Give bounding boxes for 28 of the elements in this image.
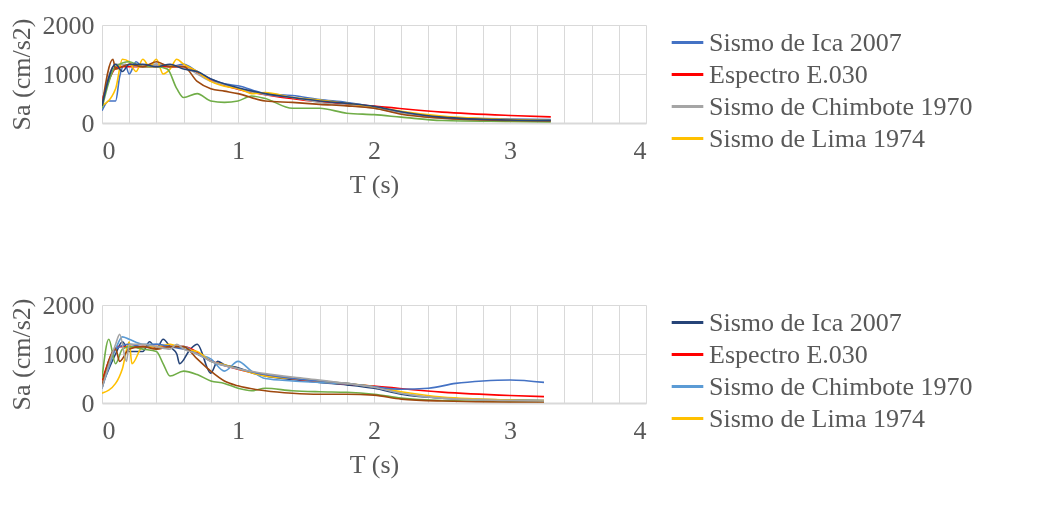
x-tick-label: 1 — [232, 135, 245, 165]
x-tick-label: 4 — [633, 415, 647, 445]
x-tick-label: 2 — [368, 415, 381, 445]
y-tick-label: 0 — [81, 108, 95, 138]
legend-label: Sismo de Chimbote 1970 — [709, 91, 973, 121]
y-axis-title: Sa (cm/s2) — [6, 298, 36, 411]
x-axis-title: T (s) — [349, 169, 400, 199]
x-tick-label: 3 — [504, 135, 517, 165]
x-tick-label: 1 — [232, 415, 245, 445]
y-tick-label: 1000 — [42, 339, 95, 369]
legend-label: Sismo de Ica 2007 — [709, 27, 902, 57]
x-tick-label: 3 — [504, 415, 517, 445]
y-tick-label: 1000 — [42, 59, 95, 89]
x-axis-title: T (s) — [349, 449, 400, 479]
legend-label: Espectro E.030 — [709, 339, 868, 369]
x-tick-label: 4 — [633, 135, 647, 165]
legend-label: Sismo de Lima 1974 — [709, 403, 925, 433]
legend-label: Sismo de Lima 1974 — [709, 123, 925, 153]
y-axis-title: Sa (cm/s2) — [6, 18, 36, 131]
legend-label: Espectro E.030 — [709, 59, 868, 89]
y-tick-label: 0 — [81, 388, 95, 418]
y-tick-label: 2000 — [42, 10, 95, 40]
x-tick-label: 2 — [368, 135, 381, 165]
legend-label: Sismo de Ica 2007 — [709, 307, 902, 337]
x-tick-label: 0 — [102, 415, 116, 445]
legend-label: Sismo de Chimbote 1970 — [709, 371, 973, 401]
x-tick-label: 0 — [102, 135, 116, 165]
y-tick-label: 2000 — [42, 290, 95, 320]
